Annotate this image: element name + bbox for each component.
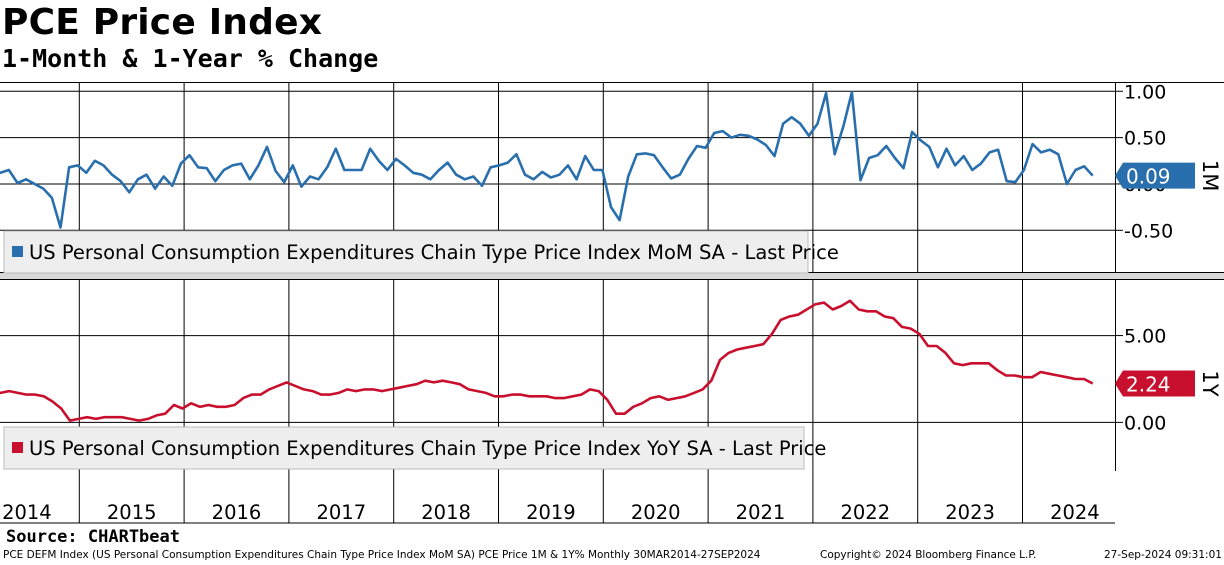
legend-swatch (12, 246, 23, 257)
x-tick-label: 2023 (945, 501, 995, 524)
last-value-label: 2.24 (1126, 372, 1171, 396)
x-tick-label: 2020 (631, 501, 681, 524)
legend-box (3, 230, 809, 274)
last-value-tag (1115, 162, 1195, 189)
series-line-yoy (0, 299, 1094, 422)
y-tick-label: -0.50 (1124, 220, 1173, 242)
x-tick-label: 2022 (840, 501, 890, 524)
page-title: PCE Price Index (2, 2, 323, 43)
legend-label: US Personal Consumption Expenditures Cha… (29, 241, 839, 264)
x-tick-label: 2024 (1050, 501, 1100, 524)
legend-swatch (12, 442, 23, 453)
y-tick-label: 1.00 (1124, 81, 1166, 103)
series-line-mom (0, 90, 1094, 229)
footer-description: PCE DEFM Index (US Personal Consumption … (3, 549, 761, 561)
last-value-label: 0.09 (1126, 165, 1171, 189)
x-tick-label: 2017 (316, 501, 366, 524)
page-subtitle: 1-Month & 1-Year % Change (2, 44, 379, 73)
x-tick-label: 2019 (526, 501, 576, 524)
x-tick-label: 2016 (212, 501, 262, 524)
x-tick-label: 2018 (421, 501, 471, 524)
legend-label: US Personal Consumption Expenditures Cha… (29, 437, 826, 460)
y-tick-label: 0.50 (1124, 128, 1166, 150)
footer-timestamp: 27-Sep-2024 09:31:01 (1104, 549, 1222, 561)
panel-side-label: 1M (1198, 160, 1222, 191)
x-tick-label: 2014 (2, 501, 52, 524)
panel-separator (0, 272, 1224, 280)
source-label: Source: CHARTbeat (6, 527, 180, 547)
y-tick-label: 0.00 (1124, 412, 1166, 434)
panel-side-label: 1Y (1198, 370, 1222, 396)
y-tick-label: 5.00 (1124, 326, 1166, 348)
x-tick-label: 2021 (736, 501, 786, 524)
last-value-tag (1115, 370, 1195, 397)
footer-copyright: Copyright© 2024 Bloomberg Finance L.P. (820, 549, 1037, 561)
x-tick-label: 2015 (107, 501, 157, 524)
legend-box (3, 426, 805, 470)
